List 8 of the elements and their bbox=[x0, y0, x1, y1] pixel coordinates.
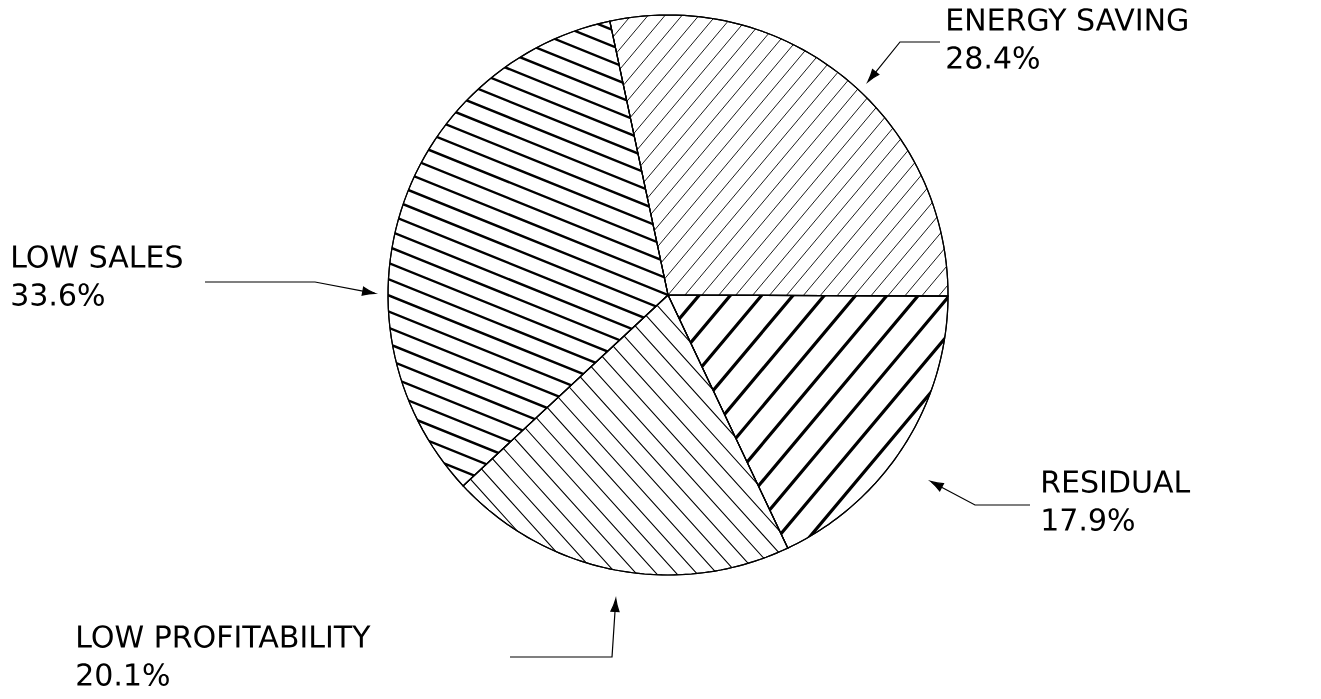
slice-label: LOW PROFITABILITY bbox=[78, 625, 371, 648]
data-label: 33.6% bbox=[12, 283, 104, 306]
data-label: 28.4% bbox=[947, 46, 1039, 69]
slice-label: LOW SALES bbox=[13, 245, 182, 268]
legend-label: RESIDUAL bbox=[1043, 470, 1191, 493]
data-label: 17.9% bbox=[1043, 508, 1134, 531]
slice-label: ENERGY SAVING bbox=[948, 8, 1187, 31]
data-label: 20.1% bbox=[77, 663, 169, 686]
